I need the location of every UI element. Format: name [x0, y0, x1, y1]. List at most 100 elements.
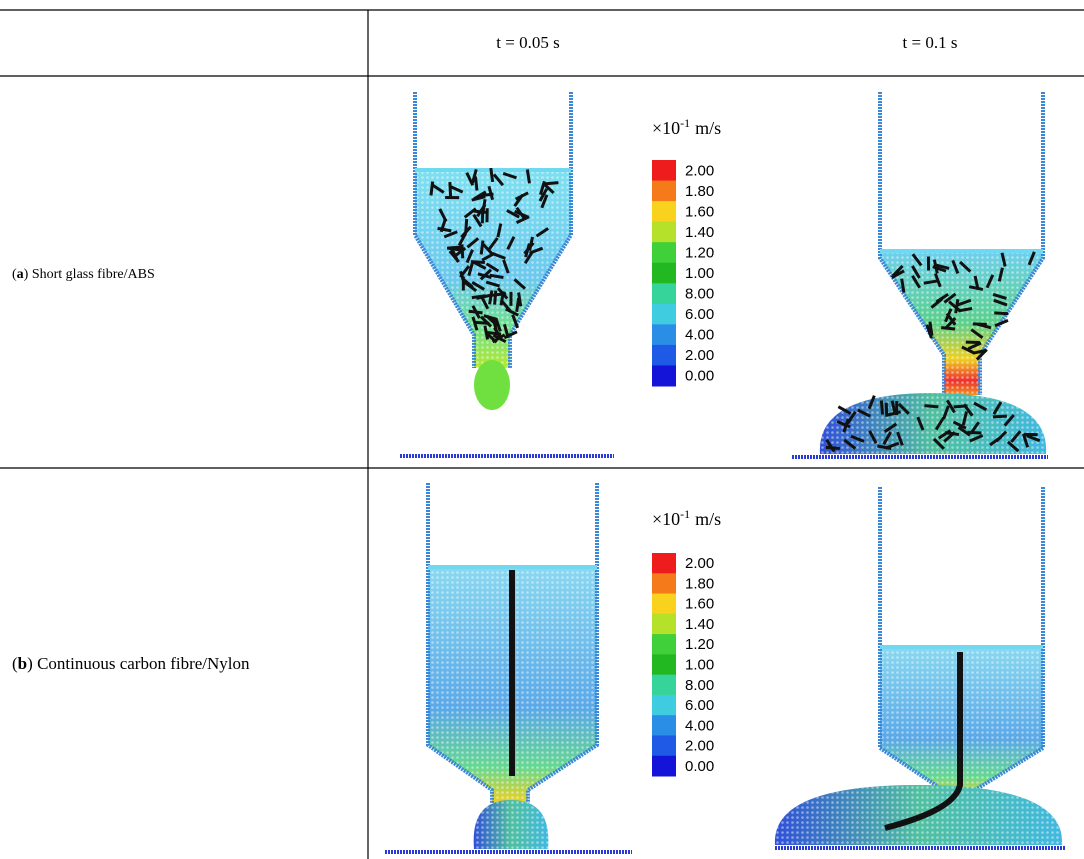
- fibre: [935, 263, 950, 270]
- hopper: [792, 92, 1048, 459]
- fibre: [867, 395, 876, 410]
- colorbar-label: 1.60: [685, 203, 714, 220]
- fibre: [843, 438, 857, 450]
- fibre: [513, 278, 526, 290]
- colorbar-label: 4.00: [685, 717, 714, 734]
- fibre: [969, 434, 984, 443]
- fibre: [485, 262, 500, 273]
- colorbar-swatch: [652, 221, 676, 243]
- colorbar-label: 0.00: [685, 368, 714, 385]
- colorbar: ×10-1 m/s 2.00 1.80 1.60 1.40 1.20 1.00 8.00 6.00…: [652, 507, 721, 777]
- fibre: [483, 325, 490, 340]
- fibre: [471, 305, 481, 319]
- fibre: [957, 298, 972, 307]
- fibre: [884, 402, 889, 417]
- colorbar-swatch: [652, 654, 676, 676]
- fibre: [911, 275, 921, 289]
- fibre: [1006, 440, 1020, 453]
- hopper-wall: [426, 483, 599, 803]
- colorbar-label: 1.80: [685, 575, 714, 592]
- fibre: [476, 293, 491, 300]
- fibre: [437, 226, 452, 233]
- colorbar-label: 2.00: [685, 738, 714, 755]
- fibre: [502, 259, 510, 274]
- fibre: [957, 426, 971, 437]
- fibre: [850, 434, 865, 443]
- fibre: [450, 248, 460, 263]
- fibre: [879, 400, 885, 415]
- fibre: [493, 290, 498, 305]
- fibre: [470, 260, 485, 265]
- hopper: [400, 92, 614, 458]
- header-cell: t = 0.05 s: [496, 33, 559, 52]
- colorbar-swatch: [652, 344, 676, 366]
- colorbar-swatch: [652, 553, 676, 574]
- fibre: [944, 317, 957, 330]
- fibre: [992, 292, 1007, 300]
- fibre: [973, 275, 980, 290]
- row-label: (b) Continuous carbon fibre/Nylon: [12, 654, 250, 673]
- fibre: [463, 281, 478, 293]
- colorbar-swatch: [652, 634, 676, 655]
- fibre: [492, 173, 505, 187]
- fibre: [460, 244, 465, 259]
- hopper: [774, 487, 1065, 850]
- fibre: [891, 264, 904, 278]
- header-cell: t = 0.1 s: [903, 33, 958, 52]
- colorbar-label: 4.00: [685, 327, 714, 344]
- fibre: [485, 280, 501, 288]
- fibre: [479, 315, 493, 328]
- fibre: [954, 299, 960, 314]
- fibre: [916, 416, 925, 431]
- fibre: [464, 218, 469, 234]
- fibre: [515, 206, 527, 221]
- colorbar-unit: m/s: [695, 509, 721, 529]
- simulation-images: [385, 92, 1065, 854]
- fibre: [932, 437, 945, 450]
- colorbar-label: 1.20: [685, 636, 714, 653]
- fibre: [487, 185, 495, 201]
- fibre: [928, 321, 934, 336]
- fibre: [942, 405, 950, 420]
- fibre: [952, 420, 967, 430]
- colorbar-label: 1.40: [685, 616, 714, 633]
- colorbar-swatch: [652, 242, 676, 264]
- fibre: [944, 431, 960, 437]
- fibre: [471, 316, 479, 331]
- fibre: [884, 652, 963, 831]
- fibre: [502, 172, 517, 180]
- fibre: [945, 399, 956, 414]
- fibre: [992, 401, 1003, 415]
- fibre: [961, 411, 969, 426]
- fibre: [502, 323, 510, 339]
- fibre: [923, 279, 938, 285]
- fibre: [514, 191, 529, 201]
- fibre: [499, 299, 512, 312]
- fibre: [465, 172, 475, 186]
- fibre: [958, 306, 973, 313]
- fibre: [911, 253, 923, 267]
- fibre: [973, 401, 988, 412]
- colorbar-label: 1.00: [685, 657, 714, 674]
- fibre: [896, 431, 904, 446]
- fibre: [900, 278, 906, 293]
- fibre: [993, 298, 1008, 307]
- fibre: [448, 181, 453, 197]
- fibre: [968, 285, 984, 291]
- fibre: [924, 404, 939, 409]
- colorbar-swatch: [652, 324, 676, 346]
- colorbar-label: 8.00: [685, 677, 714, 694]
- fibre: [449, 184, 464, 194]
- fibre: [487, 237, 499, 251]
- colorbar-swatch: [652, 735, 676, 757]
- colorbar-label: 6.00: [685, 697, 714, 714]
- colorbar-swatch: [652, 262, 676, 284]
- fibre: [970, 328, 984, 340]
- fibre: [431, 183, 445, 194]
- colorbar-swatch: [652, 613, 676, 635]
- fibre: [967, 341, 982, 351]
- fibre: [825, 439, 836, 453]
- fibre: [932, 265, 947, 273]
- fibre: [837, 405, 852, 415]
